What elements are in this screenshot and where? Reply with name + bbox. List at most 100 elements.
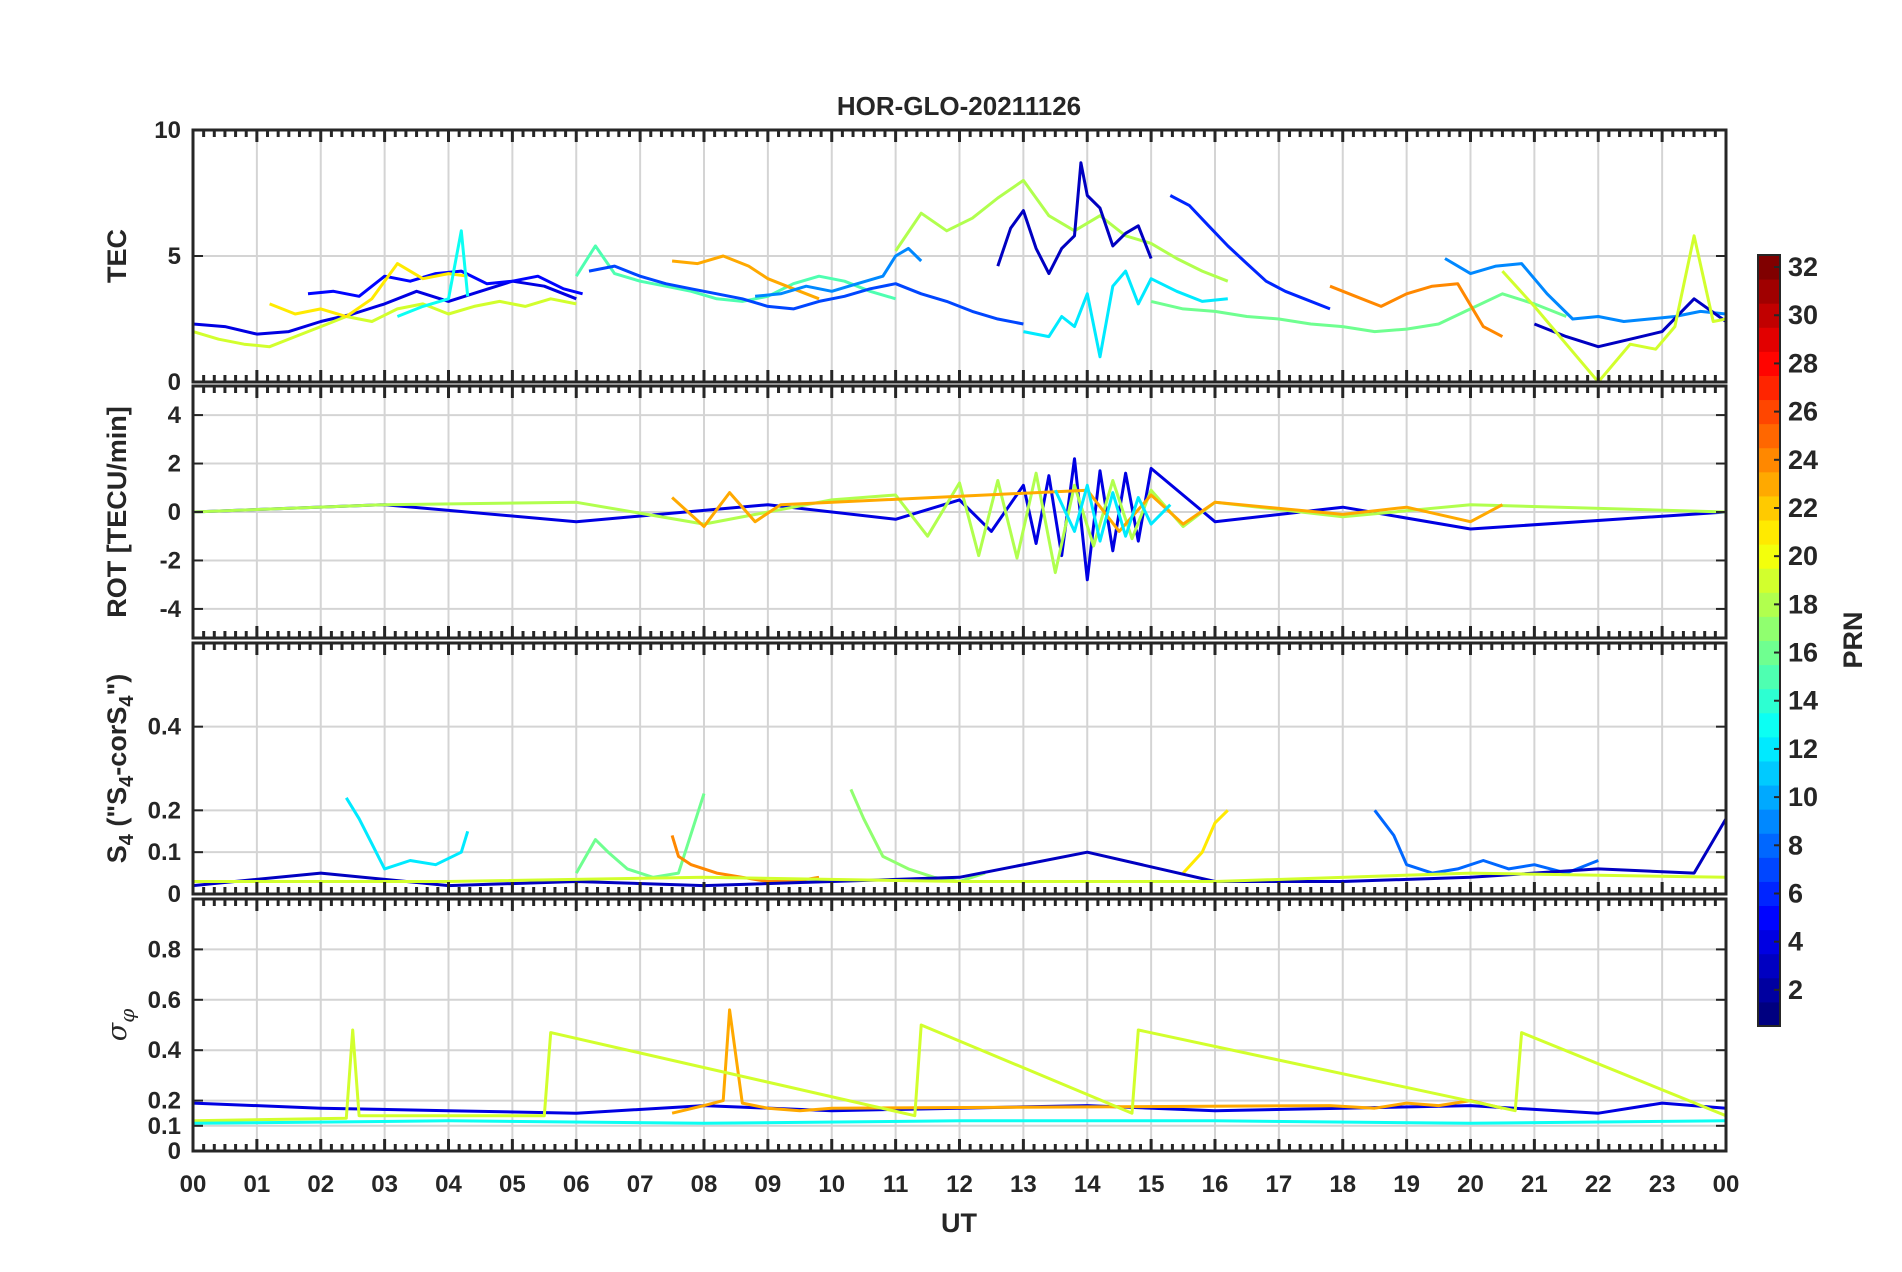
colorbar-tick-label: 14 [1788, 686, 1818, 716]
tec-axis-label: TEC [102, 229, 132, 283]
series-line-prn-13 [396, 229, 470, 318]
x-tick-label: 00 [180, 1171, 207, 1198]
x-tick-label: 07 [627, 1171, 654, 1198]
x-tick-label: 09 [755, 1171, 782, 1198]
colorbar-frame [1757, 254, 1781, 1027]
y-axis-labels: TEC ROT [TECU/min] S4 ("S4-corS4") σφ [102, 229, 139, 1041]
colorbar-segment [1758, 616, 1780, 641]
x-tick-label: 00 [1713, 1171, 1740, 1198]
colorbar-segment [1758, 351, 1780, 376]
x-tick-label: 08 [691, 1171, 718, 1198]
colorbar-segment [1758, 809, 1780, 834]
colorbar-tick-label: 10 [1788, 782, 1818, 812]
x-tick-label: 15 [1138, 1171, 1165, 1198]
series-line-prn-16 [1150, 292, 1567, 334]
colorbar-segment [1758, 785, 1780, 810]
y-tick-label: -4 [160, 596, 182, 623]
y-tick-label: -2 [160, 547, 181, 574]
y-tick-label: 0.2 [148, 797, 181, 824]
y-tick-label: 0.2 [148, 1088, 181, 1115]
y-tick-label: 0.8 [148, 936, 181, 963]
y-tick-label: 0.6 [148, 987, 181, 1014]
series-group [193, 457, 1726, 582]
x-tick-label: 18 [1329, 1171, 1356, 1198]
colorbar-tick-label: 24 [1788, 445, 1818, 475]
colorbar-segment [1758, 953, 1780, 979]
colorbar-tick-label: 2 [1788, 975, 1803, 1005]
colorbar-segment [1758, 905, 1780, 931]
colorbar-segment [1758, 736, 1780, 762]
series-line-prn-23 [671, 488, 1504, 533]
series-line-prn-13 [193, 1119, 1726, 1125]
y-tick-label: 5 [168, 243, 181, 270]
colorbar-tick-label: 12 [1788, 734, 1818, 764]
s4-panel: 0 0.1 0.2 0.4 [148, 641, 1728, 908]
series-line-prn-4 [193, 457, 1726, 582]
y-tick-label: 0 [168, 369, 181, 396]
series-line-prn-18 [894, 178, 1229, 283]
colorbar-tick-label: 32 [1788, 252, 1818, 282]
series-line-prn-3 [1533, 297, 1726, 349]
y-tick-label: 4 [168, 402, 182, 429]
x-tick-label: 20 [1457, 1171, 1484, 1198]
series-group [193, 161, 1726, 382]
series-line-prn-19 [193, 1023, 1726, 1123]
colorbar-segment [1758, 255, 1780, 280]
x-tick-label: 22 [1585, 1171, 1612, 1198]
colorbar-segment [1758, 495, 1780, 521]
series-line-prn-23 [671, 1008, 1503, 1115]
x-tick-label: 13 [1010, 1171, 1037, 1198]
x-tick-label: 04 [435, 1171, 462, 1198]
x-tick-label: 10 [818, 1171, 845, 1198]
colorbar-tick-label: 16 [1788, 638, 1818, 668]
x-tick-label: 16 [1202, 1171, 1229, 1198]
x-tick-label: 03 [371, 1171, 398, 1198]
colorbar-segment [1758, 640, 1780, 666]
colorbar-tick-label: 4 [1788, 927, 1803, 957]
colorbar-tick-label: 22 [1788, 493, 1818, 523]
y-tick-label: 0 [168, 881, 181, 908]
series-line-prn-12 [1023, 269, 1228, 359]
colorbar-segment [1758, 568, 1780, 593]
series-group [193, 1008, 1726, 1125]
colorbar-tick-label: 30 [1788, 300, 1818, 330]
rot-axis-label: ROT [TECU/min] [102, 406, 132, 617]
colorbar-tick-label: 8 [1788, 830, 1803, 860]
x-axis-label: UT [941, 1208, 977, 1238]
colorbar-tick-label: 20 [1788, 541, 1818, 571]
colorbar-segment [1758, 688, 1780, 714]
colorbar-segment [1758, 279, 1780, 304]
s4-axis-label: S4 ("S4-corS4") [102, 674, 138, 864]
y-tick-label: 0.1 [148, 1113, 181, 1140]
colorbar-tick-label: 28 [1788, 348, 1818, 378]
series-line-prn-12 [1053, 483, 1172, 543]
colorbar-segment [1758, 423, 1780, 449]
colorbar-segment [1758, 977, 1780, 1003]
series-line-prn-9 [754, 246, 923, 298]
series-line-prn-3 [193, 817, 1726, 888]
colorbar-segment [1758, 447, 1780, 473]
x-tick-label: 01 [244, 1171, 271, 1198]
series-line-prn-24 [1329, 282, 1504, 338]
series-line-prn-16 [574, 793, 706, 879]
colorbar-tick-label: 18 [1788, 589, 1818, 619]
series-line-prn-7 [588, 264, 1024, 326]
colorbar-segment [1758, 1001, 1780, 1027]
x-tick-label: 12 [946, 1171, 973, 1198]
x-tick-label: 11 [883, 1171, 908, 1198]
colorbar-label: PRN [1838, 611, 1868, 668]
series-group [193, 788, 1726, 888]
colorbar-segment [1758, 833, 1780, 858]
colorbar-segment [1758, 399, 1780, 425]
colorbar-tick-label: 6 [1788, 878, 1803, 908]
x-axis-ticks: 00 01 02 03 04 05 06 07 08 09 10 11 12 13 14 15 16 17 18 19… [180, 1171, 1740, 1198]
series-line-prn-8 [1373, 809, 1599, 875]
colorbar-segment [1758, 303, 1780, 328]
colorbar-segment [1758, 544, 1780, 569]
colorbar-segment [1758, 664, 1780, 690]
y-tick-label: 0 [168, 1138, 181, 1165]
x-tick-label: 05 [499, 1171, 526, 1198]
series-line-prn-15 [575, 244, 897, 303]
series-line-prn-21 [269, 262, 468, 318]
